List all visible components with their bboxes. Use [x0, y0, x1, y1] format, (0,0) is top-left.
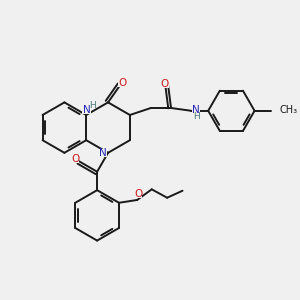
Text: H: H	[90, 101, 96, 110]
Text: N: N	[192, 105, 200, 115]
Bar	[161, 80, 169, 88]
Text: N: N	[99, 148, 107, 158]
Text: O: O	[118, 78, 127, 88]
Bar	[99, 149, 107, 157]
Text: O: O	[71, 154, 80, 164]
Text: O: O	[161, 79, 169, 89]
Text: O: O	[134, 189, 142, 200]
Bar	[72, 155, 80, 163]
Bar	[134, 190, 142, 198]
Text: CH₃: CH₃	[279, 105, 297, 115]
Text: N: N	[83, 105, 91, 115]
Bar	[192, 106, 200, 114]
Text: H: H	[193, 112, 200, 122]
Bar	[82, 106, 91, 114]
Bar	[277, 106, 297, 114]
Bar	[118, 79, 126, 87]
